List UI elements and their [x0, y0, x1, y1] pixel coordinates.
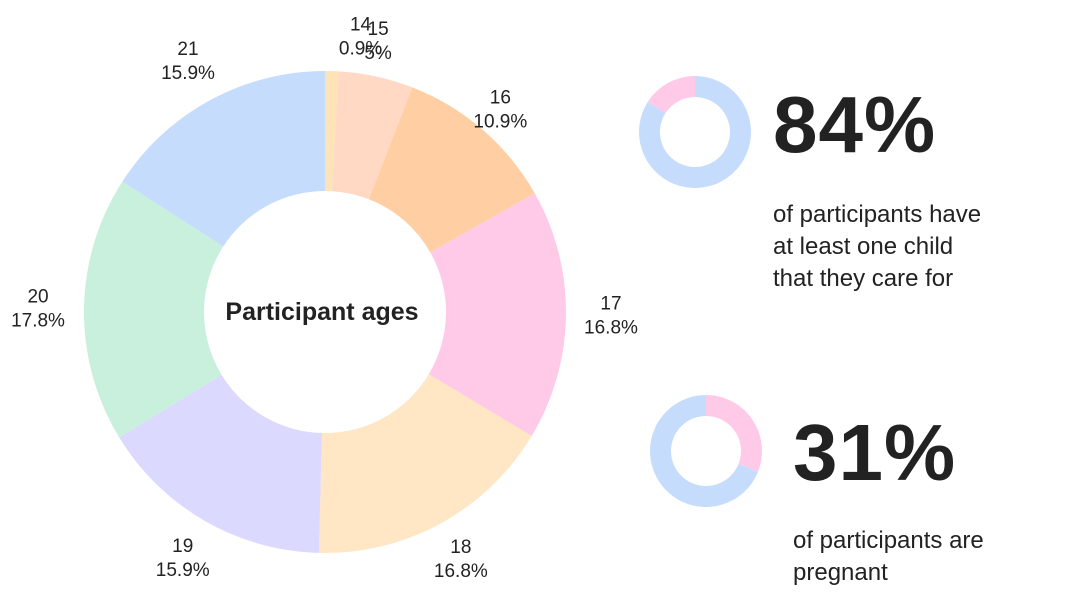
age-category-label: 14 [350, 14, 372, 35]
age-slice-label: 19 15.9% [156, 536, 210, 581]
age-slice-label: 17 16.8% [584, 294, 638, 339]
age-slice-18 [318, 374, 532, 553]
children-ring-segment-0 [639, 76, 751, 188]
age-percentage-label: 15.9% [156, 560, 210, 581]
age-slice-14 [325, 71, 339, 192]
age-slice-label: 16 10.9% [473, 87, 527, 132]
age-slice-label: 21 15.9% [161, 39, 215, 84]
age-slice-21 [122, 71, 325, 247]
age-category-label: 15 [368, 19, 389, 40]
age-percentage-label: 0.9% [339, 38, 382, 59]
pregnant-description: of participants are pregnant [793, 525, 984, 589]
pregnant-ring-segment-0 [706, 395, 762, 472]
children-description-line: of participants have [773, 201, 982, 228]
children-description-line: that they care for [773, 265, 954, 292]
age-slice-label: 14 0.9% [339, 14, 382, 59]
age-slice-16 [368, 87, 535, 253]
age-category-label: 16 [490, 87, 511, 108]
age-category-label: 19 [172, 536, 193, 557]
age-category-label: 21 [177, 39, 198, 60]
children-description: of participants have at least one child … [773, 199, 981, 295]
children-ring-segment-1 [647, 76, 695, 114]
pregnant-ratio-ring [650, 395, 762, 507]
age-percentage-label: 17.8% [11, 310, 65, 331]
age-donut-chart: 14 0.9%15 5%16 10.9%17 16.8%18 16.8%19 15.9%20… [11, 14, 638, 582]
age-percentage-label: 10.9% [473, 111, 527, 132]
chart-center-title: Participant ages [225, 298, 418, 326]
age-slice-20 [84, 181, 224, 438]
age-percentage-label: 16.8% [434, 561, 488, 582]
pregnant-description-line: pregnant [793, 559, 888, 586]
age-percentage-label: 16.8% [584, 318, 638, 339]
age-slice-label: 20 17.8% [11, 286, 65, 331]
age-slice-17 [428, 193, 566, 436]
age-category-label: 20 [27, 286, 48, 307]
age-slice-label: 18 16.8% [434, 537, 488, 582]
age-category-label: 18 [450, 537, 471, 558]
children-percentage: 84% [773, 80, 937, 169]
age-slice-label: 15 5% [364, 19, 392, 64]
pregnant-description-line: of participants are [793, 527, 984, 554]
children-description-line: at least one child [773, 233, 954, 260]
age-slice-15 [331, 71, 413, 200]
age-percentage-label: 15.9% [161, 63, 215, 84]
age-category-label: 17 [600, 294, 621, 315]
children-ratio-ring [639, 76, 751, 188]
age-slice-19 [119, 374, 322, 553]
pregnant-ring-segment-1 [650, 395, 759, 507]
age-percentage-label: 5% [364, 43, 392, 64]
pregnant-percentage: 31% [793, 408, 957, 497]
